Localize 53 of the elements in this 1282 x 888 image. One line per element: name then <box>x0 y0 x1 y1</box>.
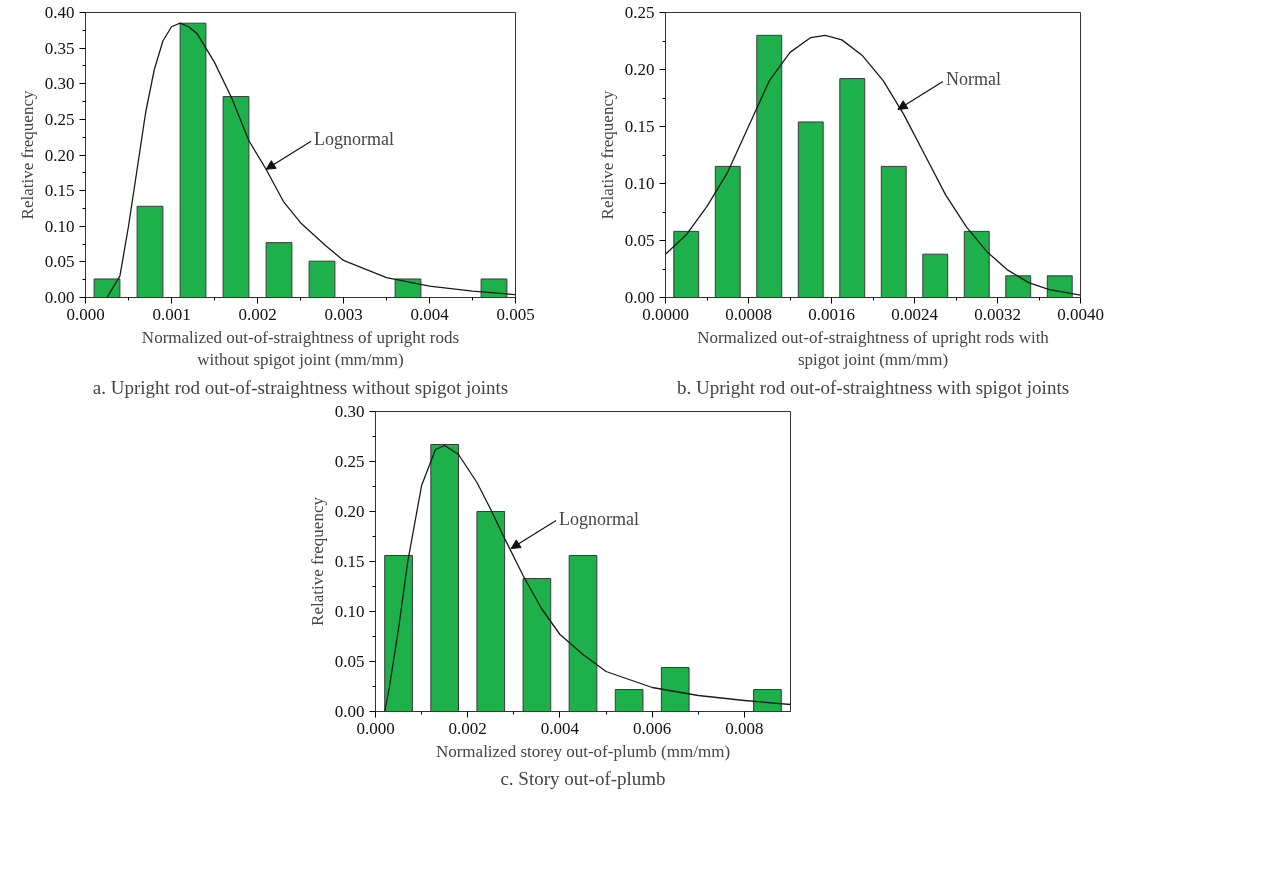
y-tick-label: 0.20 <box>44 145 75 165</box>
x-tick-label: 0.003 <box>324 304 363 324</box>
y-tick-label: 0.20 <box>334 502 365 521</box>
y-tick-label: 0.15 <box>624 117 655 136</box>
y-tick-label: 0.35 <box>44 38 75 58</box>
y-tick-label: 0.05 <box>624 231 655 250</box>
y-axis-title: Relative frequency <box>597 90 617 220</box>
line-series <box>106 22 516 298</box>
x-tick-label: 0.002 <box>238 304 277 324</box>
y-tick-label: 0.40 <box>44 3 75 22</box>
x-tick-label: 0.006 <box>633 718 672 738</box>
y-axis-title: Relative frequency <box>307 496 327 626</box>
y-tick-label: 0.00 <box>44 288 75 307</box>
x-tick-label: 0.0024 <box>891 304 939 324</box>
y-axis-title: Relative frequency <box>17 90 37 220</box>
y-tick-label: 0.10 <box>334 602 365 621</box>
y-tick-label: 0.00 <box>624 288 655 307</box>
annotation: Normal <box>945 69 1001 90</box>
annotation: Lognormal <box>314 129 395 150</box>
text: b. Upright rod out-of-straightness with spigot joints <box>676 376 1070 398</box>
y-tick-label: 0.05 <box>44 252 75 272</box>
x-tick-label: 0.008 <box>725 718 764 738</box>
y-tick-label: 0.10 <box>624 174 655 193</box>
x-axis-title: Normalized out-of-straightness of upright rods with spigot joint (mm/mm) <box>697 327 1050 370</box>
x-tick-label: 0.0016 <box>808 304 855 324</box>
y-tick-label: 0.15 <box>44 181 75 201</box>
y-tick-label: 0.00 <box>334 702 365 721</box>
y-tick-label: 0.25 <box>44 109 75 129</box>
x-axis-title: Normalized storey out-of-plumb (mm/mm) <box>435 741 731 761</box>
x-tick-label: 0.0000 <box>642 304 689 324</box>
x-tick-label: 0.004 <box>410 304 450 324</box>
y-tick-label: 0.25 <box>624 3 655 22</box>
y-tick-label: 0.30 <box>44 74 75 94</box>
x-tick-label: 0.000 <box>356 718 395 738</box>
x-tick-label: 0.000 <box>66 304 105 324</box>
y-tick-label: 0.10 <box>44 216 75 236</box>
text: c. Story out-of-plumb <box>500 767 666 789</box>
x-tick-label: 0.002 <box>448 718 487 738</box>
x-tick-label: 0.005 <box>496 304 535 324</box>
x-axis-title: Normalized out-of-straightness of upright rods without spigot joint (mm/mm) <box>141 327 460 370</box>
y-tick-label: 0.20 <box>624 60 655 79</box>
y-tick-label: 0.15 <box>334 552 365 571</box>
text: a. Upright rod out-of-straightness without spigot joints <box>92 376 509 398</box>
y-tick-label: 0.05 <box>334 652 365 671</box>
line-series <box>384 444 791 712</box>
x-tick-label: 0.001 <box>152 304 191 324</box>
y-tick-label: 0.25 <box>334 452 365 471</box>
x-tick-label: 0.004 <box>540 718 580 738</box>
x-tick-label: 0.0032 <box>974 304 1021 324</box>
x-tick-label: 0.0040 <box>1057 304 1104 324</box>
y-tick-label: 0.30 <box>334 402 365 421</box>
annotation: Lognormal <box>559 508 640 529</box>
x-tick-label: 0.0008 <box>725 304 772 324</box>
